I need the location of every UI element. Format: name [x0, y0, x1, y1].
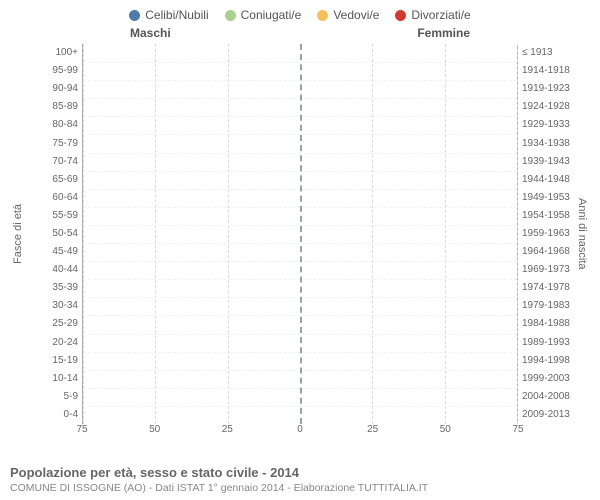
plot-area [82, 44, 518, 424]
legend-item: Celibi/Nubili [129, 8, 208, 22]
birth-label: 1959-1963 [522, 225, 574, 243]
legend-label: Celibi/Nubili [145, 8, 208, 22]
chart-footer: Popolazione per età, sesso e stato civil… [10, 465, 590, 494]
legend-swatch [225, 10, 236, 21]
legend-label: Divorziati/e [411, 8, 470, 22]
age-label: 10-14 [26, 370, 78, 388]
age-label: 35-39 [26, 279, 78, 297]
age-label: 15-19 [26, 352, 78, 370]
legend-label: Vedovi/e [333, 8, 379, 22]
center-axis [300, 44, 302, 424]
birth-label: 1964-1968 [522, 243, 574, 261]
birth-year-labels: ≤ 19131914-19181919-19231924-19281929-19… [518, 44, 574, 424]
age-label: 100+ [26, 44, 78, 62]
x-tick: 75 [512, 424, 523, 435]
age-label: 0-4 [26, 406, 78, 424]
x-tick: 50 [440, 424, 451, 435]
birth-label: 1919-1923 [522, 80, 574, 98]
birth-label: 1949-1953 [522, 189, 574, 207]
y-axis-right-title: Anni di nascita [574, 44, 590, 424]
legend-item: Vedovi/e [317, 8, 379, 22]
birth-label: 2009-2013 [522, 406, 574, 424]
x-tick: 0 [297, 424, 303, 435]
header-female: Femmine [417, 26, 470, 40]
birth-label: 1989-1993 [522, 334, 574, 352]
age-label: 40-44 [26, 261, 78, 279]
legend: Celibi/Nubili Coniugati/e Vedovi/e Divorzia… [10, 8, 590, 22]
x-tick: 25 [222, 424, 233, 435]
legend-swatch [395, 10, 406, 21]
age-labels: 100+95-9990-9485-8980-8475-7970-7465-696… [26, 44, 82, 424]
birth-label: 2004-2008 [522, 388, 574, 406]
legend-swatch [129, 10, 140, 21]
age-label: 80-84 [26, 116, 78, 134]
x-tick: 75 [76, 424, 87, 435]
footer-subtitle: COMUNE DI ISSOGNE (AO) - Dati ISTAT 1° g… [10, 482, 590, 494]
birth-label: 1984-1988 [522, 315, 574, 333]
age-label: 20-24 [26, 334, 78, 352]
birth-label: 1929-1933 [522, 116, 574, 134]
birth-label: 1934-1938 [522, 134, 574, 152]
legend-label: Coniugati/e [241, 8, 302, 22]
birth-label: 1914-1918 [522, 62, 574, 80]
age-label: 50-54 [26, 225, 78, 243]
age-label: 55-59 [26, 207, 78, 225]
birth-label: 1924-1928 [522, 98, 574, 116]
birth-label: 1969-1973 [522, 261, 574, 279]
age-label: 65-69 [26, 171, 78, 189]
age-label: 90-94 [26, 80, 78, 98]
age-label: 70-74 [26, 153, 78, 171]
age-label: 45-49 [26, 243, 78, 261]
birth-label: 1979-1983 [522, 297, 574, 315]
x-tick: 25 [367, 424, 378, 435]
age-label: 25-29 [26, 315, 78, 333]
legend-swatch [317, 10, 328, 21]
y-axis-left-title: Fasce di età [10, 44, 26, 424]
birth-label: 1954-1958 [522, 207, 574, 225]
x-tick: 50 [149, 424, 160, 435]
age-label: 95-99 [26, 62, 78, 80]
legend-item: Divorziati/e [395, 8, 470, 22]
legend-item: Coniugati/e [225, 8, 302, 22]
birth-label: 1999-2003 [522, 370, 574, 388]
birth-label: 1939-1943 [522, 153, 574, 171]
x-axis: 7550250255075 [82, 424, 518, 440]
age-label: 75-79 [26, 134, 78, 152]
gender-headers: Maschi Femmine [10, 26, 590, 44]
birth-label: 1944-1948 [522, 171, 574, 189]
birth-label: ≤ 1913 [522, 44, 574, 62]
age-label: 60-64 [26, 189, 78, 207]
footer-title: Popolazione per età, sesso e stato civil… [10, 465, 590, 480]
birth-label: 1974-1978 [522, 279, 574, 297]
gridline [517, 44, 518, 424]
age-label: 85-89 [26, 98, 78, 116]
age-label: 5-9 [26, 388, 78, 406]
birth-label: 1994-1998 [522, 352, 574, 370]
header-male: Maschi [130, 26, 171, 40]
population-pyramid-chart: Celibi/Nubili Coniugati/e Vedovi/e Divorzia… [0, 0, 600, 500]
age-label: 30-34 [26, 297, 78, 315]
